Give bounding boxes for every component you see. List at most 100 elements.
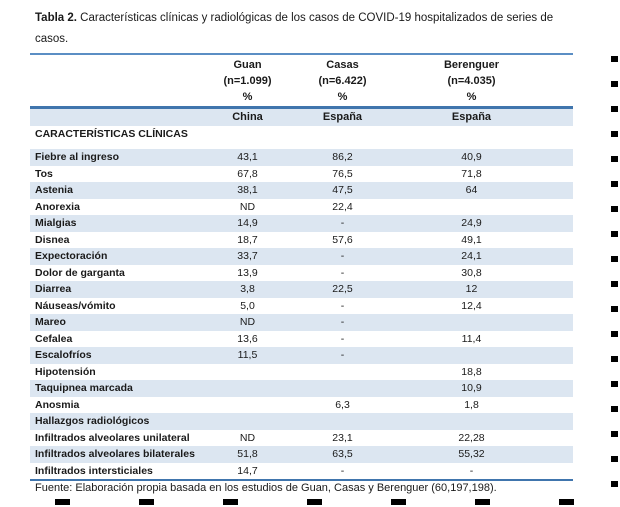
table-row: Escalofríos 11,5 - bbox=[30, 347, 573, 364]
caption-label: Tabla 2. bbox=[35, 12, 77, 24]
cell-value: ND bbox=[239, 431, 256, 444]
cell-value: ND bbox=[239, 316, 256, 328]
study-name: Berenguer bbox=[443, 59, 500, 71]
cell-value: 67,8 bbox=[237, 167, 258, 180]
table-row: Expectoración 33,7 - 24,1 bbox=[30, 248, 573, 265]
cell-value bbox=[200, 397, 295, 414]
cell-value bbox=[295, 380, 390, 397]
row-label: Anorexia bbox=[35, 200, 80, 213]
table-row: Tos 67,8 76,5 71,8 bbox=[30, 166, 573, 183]
cell-value: - bbox=[340, 464, 345, 477]
cell-value: 86,2 bbox=[332, 151, 353, 163]
cell-value: - bbox=[469, 464, 474, 477]
row-label: Hallazgos radiológicos bbox=[35, 415, 150, 427]
cell-value: 57,6 bbox=[332, 233, 353, 246]
study-n: (n=1.099) bbox=[223, 75, 272, 87]
country-row: China España España bbox=[30, 109, 573, 126]
study-n: (n=6.422) bbox=[318, 75, 367, 87]
country-guan: China bbox=[232, 111, 263, 123]
table-caption: Tabla 2. Características clínicas y radi… bbox=[35, 8, 587, 50]
table-row: Anorexia ND 22,4 bbox=[30, 199, 573, 216]
row-label: Tos bbox=[35, 167, 53, 180]
table-body: CARACTERÍSTICAS CLÍNICAS Fiebre al ingres… bbox=[30, 126, 573, 481]
table-row: Disnea 18,7 57,6 49,1 bbox=[30, 232, 573, 249]
table-header: Guan (n=1.099) % Casas (n=6.422) % Beren… bbox=[30, 55, 573, 109]
cell-value: - bbox=[340, 250, 345, 262]
cell-value: 47,5 bbox=[332, 184, 353, 196]
covid-characteristics-table: Guan (n=1.099) % Casas (n=6.422) % Beren… bbox=[30, 53, 573, 481]
cell-value bbox=[390, 347, 573, 364]
caption-text: Características clínicas y radiológicas … bbox=[35, 12, 554, 45]
row-label: Diarrea bbox=[35, 283, 72, 295]
country-casas: España bbox=[322, 111, 363, 123]
row-label: Hipotensión bbox=[35, 365, 96, 378]
cell-value bbox=[200, 126, 295, 149]
table-row: Infiltrados alveolares bilaterales 51,8 63… bbox=[30, 446, 573, 463]
table-row: Infiltrados alveolares unilateral ND 23,1 2… bbox=[30, 430, 573, 447]
cell-value: 12 bbox=[465, 283, 478, 295]
table-row: Astenia 38,1 47,5 64 bbox=[30, 182, 573, 199]
cell-value: 24,9 bbox=[461, 217, 482, 229]
cell-value: 5,0 bbox=[240, 299, 255, 312]
cell-value: 63,5 bbox=[332, 448, 353, 460]
cell-value bbox=[200, 380, 295, 397]
row-label: Dolor de garganta bbox=[35, 266, 125, 279]
cell-value bbox=[200, 364, 295, 381]
cell-value bbox=[390, 126, 573, 149]
study-name: Guan bbox=[233, 59, 262, 71]
cell-value: 13,6 bbox=[237, 332, 258, 345]
cell-value: 76,5 bbox=[332, 167, 353, 180]
table-row: Dolor de garganta 13,9 - 30,8 bbox=[30, 265, 573, 282]
table-row: Náuseas/vómito 5,0 - 12,4 bbox=[30, 298, 573, 315]
row-label: Infiltrados alveolares unilateral bbox=[35, 431, 190, 444]
table-row: Taquipnea marcada 10,9 bbox=[30, 380, 573, 397]
cell-value: 64 bbox=[465, 184, 478, 196]
study-unit: % bbox=[337, 91, 348, 103]
cell-value: 14,9 bbox=[237, 217, 258, 229]
cell-value bbox=[295, 413, 390, 430]
cell-value: 22,28 bbox=[458, 431, 485, 444]
cell-value: 24,1 bbox=[461, 250, 482, 262]
cell-value bbox=[390, 413, 573, 430]
selection-dashes-right bbox=[611, 56, 618, 500]
cell-value: - bbox=[340, 299, 345, 312]
row-label: Astenia bbox=[35, 184, 73, 196]
study-n: (n=4.035) bbox=[447, 75, 496, 87]
cell-value: 10,9 bbox=[461, 382, 482, 394]
cell-value: 14,7 bbox=[237, 464, 258, 477]
row-label: Escalofríos bbox=[35, 349, 92, 361]
cell-value: 49,1 bbox=[461, 233, 482, 246]
cell-value bbox=[200, 413, 295, 430]
row-label: Mialgias bbox=[35, 217, 77, 229]
cell-value: 30,8 bbox=[461, 266, 482, 279]
table-row: Anosmia 6,3 1,8 bbox=[30, 397, 573, 414]
table-row: Diarrea 3,8 22,5 12 bbox=[30, 281, 573, 298]
study-name: Casas bbox=[326, 59, 359, 71]
study-unit: % bbox=[242, 91, 253, 103]
row-label: Fiebre al ingreso bbox=[35, 151, 120, 163]
cell-value: 33,7 bbox=[237, 250, 258, 262]
cell-value: 11,4 bbox=[461, 332, 482, 345]
cell-value: 51,8 bbox=[237, 448, 258, 460]
cell-value bbox=[390, 199, 573, 216]
cell-value: 13,9 bbox=[237, 266, 258, 279]
column-header-casas: Casas (n=6.422) % bbox=[295, 57, 390, 105]
source-note: Fuente: Elaboración propia basada en los… bbox=[35, 482, 497, 494]
country-spacer bbox=[30, 109, 200, 126]
cell-value: 18,7 bbox=[237, 233, 258, 246]
table-row: Mareo ND - bbox=[30, 314, 573, 331]
cell-value bbox=[295, 126, 390, 149]
table-row: Cefalea 13,6 - 11,4 bbox=[30, 331, 573, 348]
cell-value bbox=[390, 314, 573, 331]
row-label: Expectoración bbox=[35, 250, 108, 262]
cell-value: - bbox=[340, 316, 345, 328]
row-label: Disnea bbox=[35, 233, 70, 246]
table-row: Infiltrados intersticiales 14,7 - - bbox=[30, 463, 573, 480]
cell-value: - bbox=[340, 266, 345, 279]
header-spacer bbox=[30, 57, 200, 105]
row-label: Anosmia bbox=[35, 398, 80, 411]
row-label: Infiltrados alveolares bilaterales bbox=[35, 448, 195, 460]
cell-value: 38,1 bbox=[237, 184, 258, 196]
cell-value: 3,8 bbox=[240, 283, 255, 295]
column-header-guan: Guan (n=1.099) % bbox=[200, 57, 295, 105]
